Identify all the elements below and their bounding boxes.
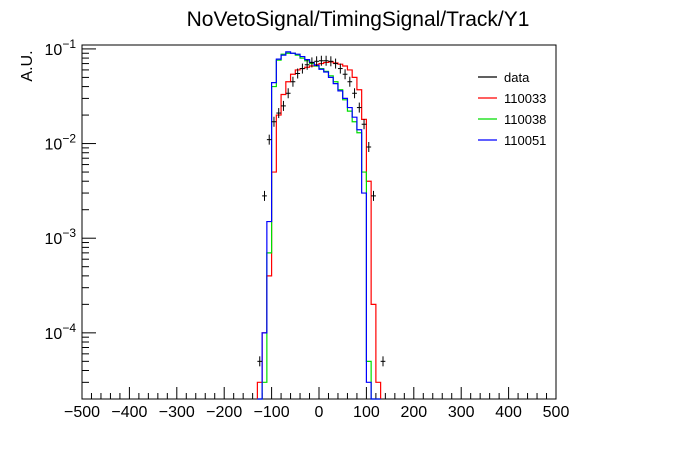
data-point — [290, 76, 296, 87]
data-point — [271, 116, 277, 127]
x-tick-label: 500 — [543, 404, 570, 421]
data-point — [262, 190, 267, 201]
data-point — [323, 55, 329, 66]
legend-entry: 110033 — [478, 91, 546, 106]
legend: data 110033 110038 110051 — [478, 70, 546, 148]
x-tick-label: −400 — [111, 404, 147, 421]
x-tick-label: −200 — [206, 404, 242, 421]
x-tick-label: 100 — [353, 404, 380, 421]
data-point — [295, 68, 301, 79]
x-tick-label: 0 — [315, 404, 324, 421]
data-point — [314, 56, 319, 67]
series-110051-line — [257, 51, 381, 400]
data-point — [304, 59, 310, 70]
series-110033-line — [256, 61, 382, 399]
data-point — [276, 108, 282, 119]
data-point — [380, 356, 386, 367]
y-axis-label: A.U. — [19, 50, 36, 81]
chart-title: NoVetoSignal/TimingSignal/Track/Y1 — [187, 8, 530, 31]
data-point — [342, 69, 348, 80]
data-point — [371, 190, 376, 201]
x-axis: −500 −400 −300 −200 −100 0 100 200 300 400 500 — [64, 387, 569, 421]
data-point — [361, 119, 367, 130]
data-point — [257, 356, 263, 367]
legend-label: data — [504, 70, 530, 85]
x-tick-label: −100 — [254, 404, 290, 421]
data-point — [266, 134, 272, 145]
data-point — [285, 88, 291, 99]
legend-label: 110051 — [504, 133, 546, 148]
legend-entry: 110051 — [478, 133, 546, 148]
data-point — [366, 141, 372, 152]
data-point — [300, 63, 305, 74]
legend-label: 110038 — [504, 112, 546, 127]
data-point — [309, 57, 315, 68]
data-point — [328, 56, 334, 67]
x-tick-label: 200 — [400, 404, 427, 421]
legend-entry: 110038 — [478, 112, 546, 127]
y-axis: 10−4 10−3 10−2 10−1 — [45, 37, 96, 400]
data-point — [319, 55, 324, 66]
x-tick-label: −300 — [159, 404, 195, 421]
y-tick-label: 10−3 — [45, 226, 77, 248]
legend-label: 110033 — [504, 91, 546, 106]
x-tick-label: 300 — [448, 404, 475, 421]
data-point — [337, 63, 343, 74]
histogram-series — [256, 51, 382, 400]
x-tick-label: −500 — [64, 404, 100, 421]
y-tick-label: 10−1 — [45, 37, 77, 59]
data-point — [356, 102, 362, 113]
y-tick-label: 10−4 — [45, 321, 77, 343]
data-point — [281, 100, 286, 111]
data-points — [257, 55, 386, 367]
legend-entry: data — [478, 70, 530, 85]
y-tick-label: 10−2 — [45, 132, 77, 154]
data-point — [347, 76, 353, 87]
x-tick-label: 400 — [495, 404, 522, 421]
data-point — [333, 58, 338, 69]
data-point — [352, 88, 357, 99]
